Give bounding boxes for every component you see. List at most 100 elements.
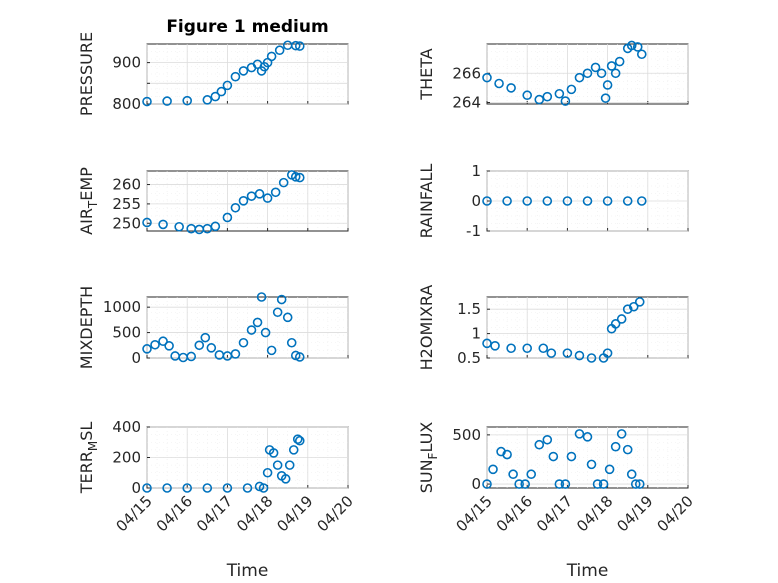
- data-point: [222, 80, 233, 91]
- data-point: [560, 96, 571, 106]
- data-point: [614, 56, 625, 67]
- data-point: [282, 312, 293, 323]
- data-point: [562, 196, 573, 206]
- data-point: [636, 49, 647, 60]
- data-point: [482, 72, 492, 83]
- data-point: [158, 219, 168, 230]
- y-tick-label: 500: [112, 324, 141, 342]
- x-tick-label: 04/19: [613, 492, 656, 535]
- x-tick-label: 04/15: [113, 492, 156, 535]
- data-point: [142, 96, 152, 107]
- y-tick-label: 0: [471, 192, 481, 210]
- data-point: [574, 429, 585, 439]
- data-point: [508, 469, 518, 480]
- data-point: [158, 336, 168, 347]
- y-tick-label: 1: [471, 325, 481, 343]
- data-point: [194, 340, 205, 351]
- data-point: [222, 212, 233, 223]
- data-point: [602, 348, 613, 358]
- data-point: [294, 41, 305, 51]
- data-point: [604, 464, 615, 475]
- y-axis-label: SUNFLUX: [417, 422, 440, 494]
- y-tick-label: 1.5: [457, 300, 481, 318]
- data-point: [526, 469, 537, 480]
- data-point: [202, 483, 213, 493]
- y-tick-label: 266: [452, 64, 481, 82]
- data-point: [542, 434, 553, 445]
- data-point: [258, 483, 269, 493]
- data-point: [554, 88, 565, 99]
- data-point: [586, 459, 597, 470]
- y-axis-label: AIRTEMP: [77, 167, 100, 235]
- y-tick-label: 200: [112, 449, 141, 467]
- y-axis-label: PRESSURE: [77, 32, 96, 116]
- data-point: [210, 91, 221, 102]
- data-point: [276, 294, 287, 305]
- data-point: [634, 479, 645, 489]
- data-point: [280, 474, 291, 484]
- data-point: [150, 339, 160, 350]
- x-axis-label: Time: [226, 561, 269, 581]
- y-axis-label: RAINFALL: [417, 164, 436, 239]
- data-point: [294, 435, 305, 446]
- data-point: [284, 460, 295, 470]
- data-point: [142, 217, 152, 228]
- data-point: [290, 40, 301, 51]
- data-point: [266, 345, 277, 356]
- y-tick-label: 400: [112, 418, 141, 436]
- data-point: [252, 317, 263, 328]
- x-tick-label: 04/17: [533, 492, 576, 535]
- x-tick-label: 04/19: [273, 492, 316, 535]
- data-point: [546, 348, 557, 358]
- x-tick-label: 04/18: [573, 492, 616, 535]
- data-point: [254, 189, 265, 199]
- y-tick-label: 1: [471, 162, 481, 180]
- data-point: [560, 479, 571, 489]
- data-point: [592, 479, 603, 489]
- y-tick-label: 260: [112, 176, 141, 194]
- data-point: [622, 304, 633, 315]
- data-point: [542, 196, 553, 206]
- data-point: [626, 40, 637, 51]
- data-point: [582, 196, 593, 206]
- data-point: [290, 172, 301, 182]
- data-point: [562, 348, 573, 358]
- data-point: [246, 325, 257, 335]
- y-tick-label: 250: [112, 214, 141, 232]
- data-point: [610, 319, 621, 329]
- data-point: [622, 196, 633, 206]
- data-point: [636, 196, 647, 206]
- data-point: [294, 172, 305, 183]
- y-axis-label: H2OMIXRA: [417, 285, 436, 371]
- data-point: [506, 83, 516, 93]
- data-point: [272, 307, 283, 318]
- data-point: [494, 78, 504, 89]
- y-tick-label: 900: [112, 54, 141, 72]
- data-point: [488, 464, 498, 475]
- data-point: [262, 193, 273, 203]
- data-point: [626, 469, 637, 480]
- data-point: [632, 42, 643, 52]
- data-point: [288, 445, 299, 455]
- data-point: [548, 451, 559, 462]
- data-point: [600, 93, 611, 103]
- data-point: [242, 483, 253, 493]
- data-point: [202, 95, 213, 105]
- data-point: [230, 71, 241, 82]
- data-point: [174, 221, 184, 232]
- data-point: [574, 72, 585, 83]
- y-tick-label: 0: [131, 349, 141, 367]
- data-point: [582, 68, 593, 79]
- data-point: [182, 95, 192, 106]
- data-point: [590, 62, 601, 73]
- x-tick-label: 04/20: [654, 492, 697, 535]
- data-point: [566, 84, 577, 95]
- x-tick-label: 04/15: [453, 492, 496, 535]
- data-point: [616, 314, 627, 324]
- data-point: [534, 94, 545, 105]
- subplot-5: 0 500 1000 MIXDEPTH: [77, 286, 349, 369]
- data-point: [230, 349, 241, 359]
